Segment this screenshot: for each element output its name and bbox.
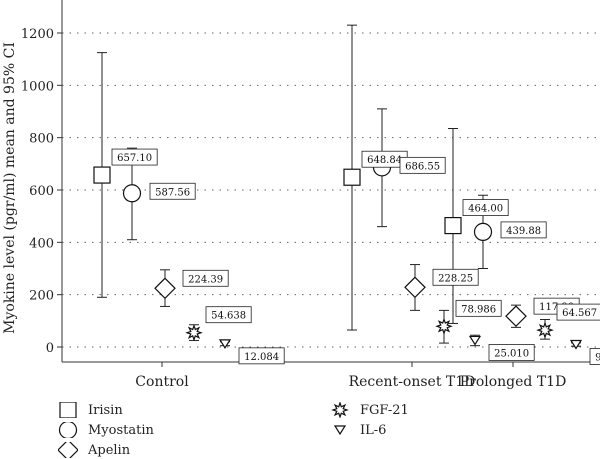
data-label: 439.88 — [506, 226, 541, 237]
data-label-box — [462, 199, 509, 216]
legend-marker — [58, 422, 78, 438]
diamond-icon — [58, 442, 78, 458]
legend-marker — [333, 425, 347, 436]
data-label: 224.39 — [188, 274, 223, 285]
data-label: 228.25 — [438, 273, 473, 284]
legend-label: Irisin — [88, 402, 123, 418]
circle-icon — [58, 422, 78, 438]
data-point-il-6 — [569, 339, 583, 350]
data-point-irisin — [343, 168, 361, 186]
data-label-box — [500, 221, 547, 239]
data-label: 9.571 — [595, 352, 600, 363]
myokine-chart: 0 200 400 600 800 1000 1200 Control Recent-onset… — [2, 0, 600, 390]
data-point-myostatin — [473, 222, 493, 241]
y-tick-label: 1000 — [21, 79, 54, 94]
legend: Irisin FGF-21 Myostatin IL-6 Apelin — [58, 400, 478, 458]
data-point-irisin — [444, 216, 462, 235]
legend-item-apelin: Apelin — [58, 442, 130, 458]
data-label: 464.00 — [468, 204, 503, 215]
legend-label: Myostatin — [88, 422, 154, 438]
data-label: 686.55 — [405, 161, 440, 172]
legend-item-myostatin: Myostatin — [58, 422, 154, 438]
data-label-box — [182, 269, 229, 287]
data-label-box — [238, 347, 285, 365]
category-label: Recent-onset T1D — [349, 374, 476, 390]
y-tick-label: 1200 — [21, 27, 54, 42]
grid-layer — [62, 32, 598, 348]
legend-label: IL-6 — [360, 422, 387, 438]
marks-layer — [93, 24, 583, 350]
data-label: 657.10 — [117, 153, 152, 164]
data-label: 587.56 — [155, 187, 190, 198]
y-tick-label: 800 — [29, 132, 54, 147]
data-label: 25.010 — [494, 348, 529, 359]
data-point-fgf-21 — [536, 321, 554, 339]
data-point-irisin — [93, 166, 111, 184]
data-label-box — [589, 348, 600, 365]
data-label-box — [205, 306, 252, 324]
data-label: 54.638 — [211, 311, 246, 322]
data-label-box — [111, 148, 158, 166]
axes-layer: 0 200 400 600 800 1000 1200 Control Recent-onset… — [21, 0, 598, 390]
legend-label: Apelin — [88, 442, 131, 458]
legend-item-irisin: Irisin — [58, 402, 123, 418]
data-point-myostatin — [122, 184, 142, 203]
data-point-apelin — [404, 276, 426, 299]
legend-label: FGF-21 — [360, 402, 409, 418]
data-point-il-6 — [468, 335, 482, 346]
data-label: 64.567 — [562, 308, 597, 319]
data-point-fgf-21 — [185, 323, 203, 342]
legend-item-il-6: IL-6 — [330, 422, 386, 438]
y-tick-label: 400 — [29, 236, 54, 251]
data-point-apelin — [154, 277, 176, 300]
data-label: 12.084 — [244, 352, 279, 363]
data-label-box — [488, 344, 535, 361]
data-label-box — [556, 303, 600, 321]
legend-marker — [59, 402, 77, 418]
legend-item-fgf-21: FGF-21 — [330, 402, 409, 418]
y-tick-label: 0 — [46, 341, 54, 356]
legend-marker — [58, 442, 78, 458]
data-label-box — [149, 182, 196, 200]
data-label-box — [432, 268, 479, 286]
data-point-fgf-21 — [435, 317, 453, 336]
legend-marker — [331, 402, 349, 418]
star-icon — [331, 402, 349, 418]
data-label-box — [455, 299, 502, 317]
category-label: Prolonged T1D — [460, 374, 567, 390]
y-tick-label: 600 — [29, 184, 54, 199]
labels-layer: 657.10 648.84 464.00 587.56 686.55 439.88 224.… — [111, 148, 600, 365]
data-label: 78.986 — [461, 304, 496, 315]
square-icon — [59, 402, 77, 418]
data-point-apelin — [505, 305, 527, 327]
data-label: 648.84 — [367, 155, 402, 166]
y-axis-label: Myokine level (pgr/ml) mean and 95% CI — [2, 42, 18, 334]
triangle-down-icon — [333, 425, 347, 436]
category-label: Control — [135, 374, 189, 390]
y-tick-label: 200 — [29, 289, 54, 304]
data-label-box — [399, 156, 446, 174]
data-point-il-6 — [218, 339, 232, 349]
